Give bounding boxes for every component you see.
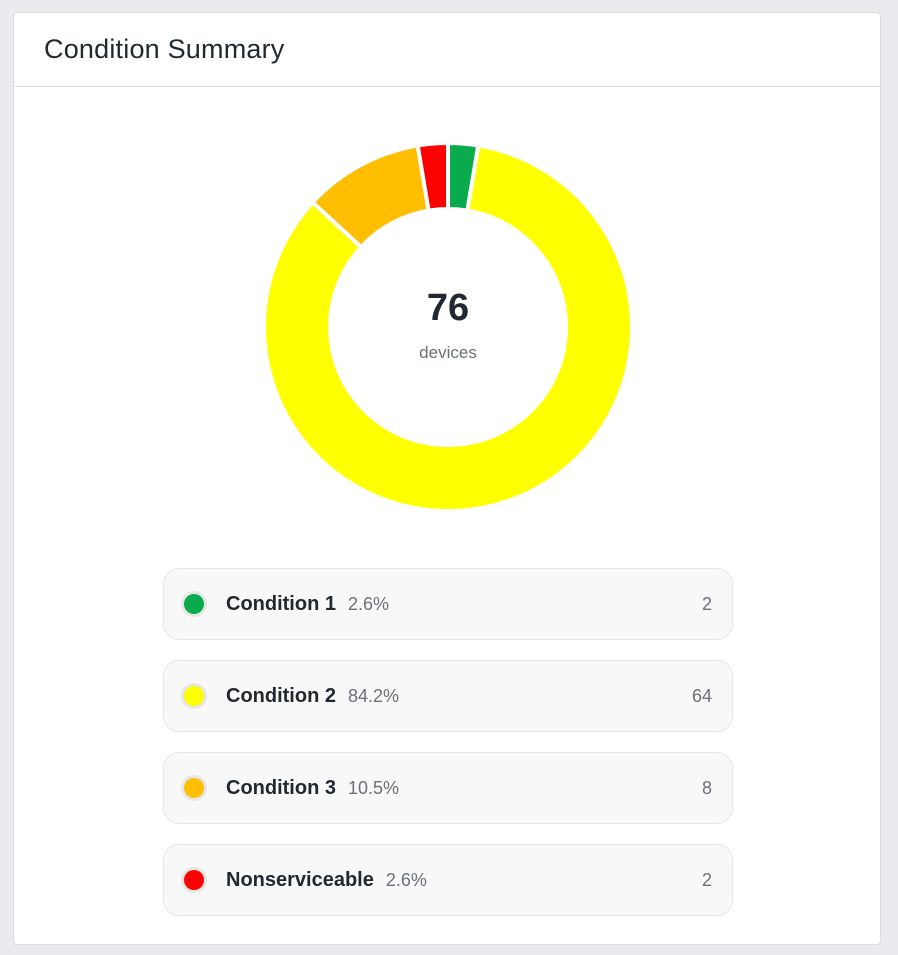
legend-item-condition-3[interactable]: Condition 3 10.5% 8	[163, 752, 733, 824]
condition-summary-card: Condition Summary 76 devices Condition 1…	[13, 12, 881, 945]
legend-item-condition-2[interactable]: Condition 2 84.2% 64	[163, 660, 733, 732]
legend-count: 64	[691, 685, 712, 706]
donut-chart-svg	[262, 141, 634, 513]
legend-count: 8	[701, 777, 712, 798]
total-devices-value: 76	[426, 287, 470, 329]
legend-percent: 10.5%	[347, 777, 400, 798]
legend-label: Condition 2	[226, 684, 336, 707]
legend-label: Nonserviceable	[226, 868, 374, 891]
legend-percent: 2.6%	[347, 593, 390, 614]
condition-2-color-dot	[184, 686, 204, 706]
total-devices-label: devices	[419, 343, 477, 362]
condition-3-color-dot	[184, 778, 204, 798]
legend-count: 2	[701, 869, 712, 890]
legend-item-condition-1[interactable]: Condition 1 2.6% 2	[163, 568, 733, 640]
donut-chart: 76 devices	[14, 87, 880, 547]
legend-label: Condition 1	[226, 592, 336, 615]
legend-label: Condition 3	[226, 776, 336, 799]
legend-item-nonserviceable[interactable]: Nonserviceable 2.6% 2	[163, 844, 733, 916]
donut-slice-nonserviceable[interactable]	[415, 141, 450, 213]
card-header: Condition Summary	[14, 13, 880, 87]
card-title: Condition Summary	[44, 34, 285, 64]
donut-slice-condition-2[interactable]	[262, 143, 634, 513]
legend-percent: 2.6%	[385, 869, 427, 890]
legend-percent: 84.2%	[347, 685, 400, 706]
condition-1-color-dot	[184, 594, 204, 614]
legend-count: 2	[701, 593, 712, 614]
nonserviceable-color-dot	[184, 870, 204, 890]
legend: Condition 1 2.6% 2 Condition 2 84.2% 64 …	[163, 568, 733, 936]
